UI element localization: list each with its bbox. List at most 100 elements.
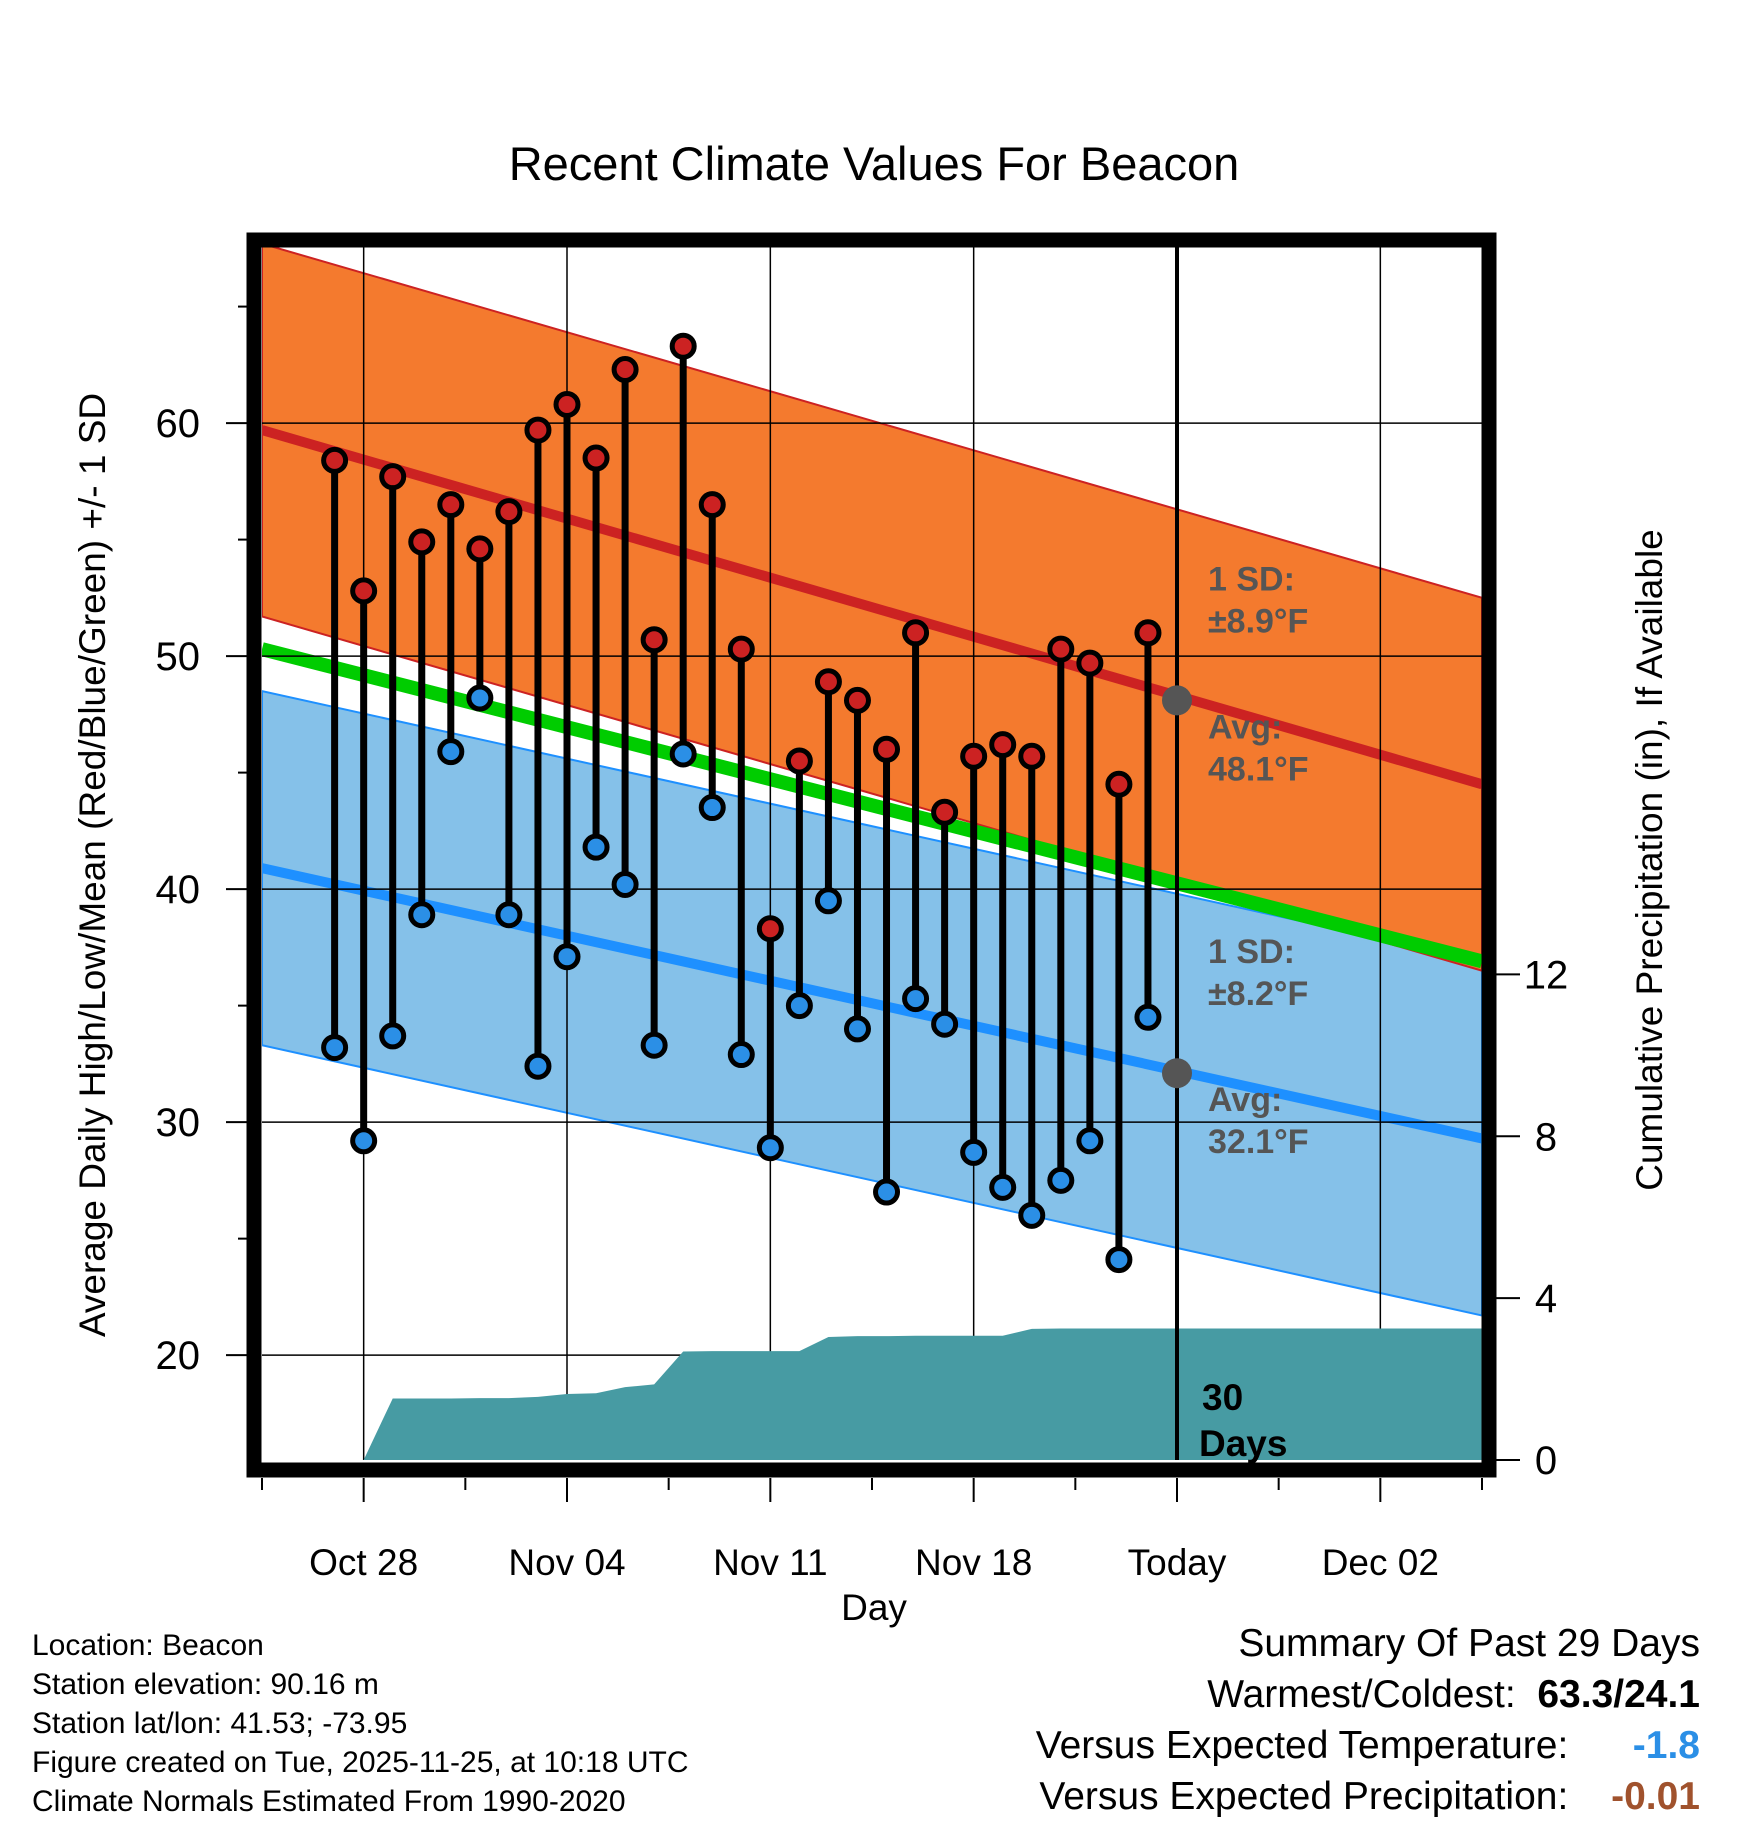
high-avg-marker xyxy=(1162,685,1192,716)
daily-low-point xyxy=(350,1127,378,1155)
daily-low-point xyxy=(814,887,842,915)
daily-low-point xyxy=(495,901,523,929)
daily-high-point xyxy=(960,742,988,770)
x-tick-label: Nov 11 xyxy=(713,1542,828,1583)
daily-high-point xyxy=(1134,619,1162,647)
warmest-value: 63.3/24.1 xyxy=(1537,1673,1700,1716)
daily-low-point xyxy=(611,870,639,898)
y-tick-label: 60 xyxy=(156,402,201,446)
daily-high-point xyxy=(379,463,407,491)
daily-high-point xyxy=(1105,770,1133,798)
daily-low-point xyxy=(843,1015,871,1043)
mean-line xyxy=(262,642,1482,969)
daily-high-point xyxy=(785,747,813,775)
daily-high-point xyxy=(989,731,1017,759)
high-normal-line xyxy=(262,425,1482,790)
daily-low-point xyxy=(321,1034,349,1062)
daily-low-point xyxy=(408,901,436,929)
daily-low-point xyxy=(466,684,494,712)
daily-low-point xyxy=(1018,1201,1046,1229)
summary-title: Summary Of Past 29 Days xyxy=(1238,1622,1700,1665)
daily-low-point xyxy=(1134,1003,1162,1031)
x-tick-label: Nov 18 xyxy=(915,1542,1032,1583)
y2-axis-label: Cumulative Precipitation (in), If Availa… xyxy=(1629,529,1670,1191)
daily-low-point xyxy=(640,1031,668,1059)
daily-high-point xyxy=(756,915,784,943)
daily-low-point xyxy=(582,833,610,861)
summary-warmest-row: Warmest/Coldest: 63.3/24.1 xyxy=(1036,1669,1700,1720)
temp-label: Versus Expected Temperature: xyxy=(1035,1724,1569,1767)
low-avg-marker xyxy=(1162,1058,1192,1089)
daily-high-point xyxy=(524,416,552,444)
daily-high-point xyxy=(495,498,523,526)
daily-high-point xyxy=(321,446,349,474)
x-axis-label: Day xyxy=(841,1587,907,1628)
daily-high-point xyxy=(1018,742,1046,770)
daily-low-point xyxy=(698,794,726,822)
daily-low-point xyxy=(931,1010,959,1038)
daily-low-point xyxy=(989,1173,1017,1201)
daily-high-point xyxy=(727,635,755,663)
y-tick-label: 20 xyxy=(156,1334,201,1378)
precip-area xyxy=(276,1328,1482,1460)
summary-precip-row: Versus Expected Precipitation: -0.01 xyxy=(1036,1771,1700,1822)
normals-text: Climate Normals Estimated From 1990-2020 xyxy=(32,1785,626,1818)
x-tick-label: Oct 28 xyxy=(309,1542,418,1583)
daily-low-point xyxy=(1047,1166,1075,1194)
low-normal-line xyxy=(262,863,1482,1144)
precip-label: Versus Expected Precipitation: xyxy=(1039,1775,1569,1818)
chart-title: Recent Climate Values For Beacon xyxy=(509,137,1240,190)
high-avg-label: Avg: 48.1°F xyxy=(1208,708,1309,788)
daily-high-point xyxy=(582,444,610,472)
daily-low-point xyxy=(553,943,581,971)
precip-value: -0.01 xyxy=(1611,1775,1700,1818)
y2-tick-label: 0 xyxy=(1535,1439,1557,1483)
daily-high-point xyxy=(408,528,436,556)
low-sd-label: 1 SD: ±8.2°F xyxy=(1208,933,1308,1013)
daily-high-point xyxy=(1047,635,1075,663)
daily-high-point xyxy=(698,491,726,519)
daily-high-point xyxy=(1076,649,1104,677)
daily-high-point xyxy=(669,332,697,360)
daily-high-point xyxy=(466,535,494,563)
summary-temp-row: Versus Expected Temperature: -1.8 xyxy=(1036,1720,1700,1771)
warmest-label: Warmest/Coldest: xyxy=(1207,1673,1516,1716)
daily-low-point xyxy=(524,1052,552,1080)
daily-high-point xyxy=(873,735,901,763)
daily-high-point xyxy=(814,668,842,696)
daily-low-point xyxy=(1076,1127,1104,1155)
daily-low-point xyxy=(437,738,465,766)
daily-low-point xyxy=(1105,1246,1133,1274)
days-label: 30 Days xyxy=(1199,1377,1287,1464)
y2-tick-label: 8 xyxy=(1535,1115,1557,1159)
daily-low-point xyxy=(960,1138,988,1166)
daily-low-point xyxy=(379,1022,407,1050)
daily-high-point xyxy=(640,626,668,654)
daily-high-point xyxy=(350,577,378,605)
daily-high-point xyxy=(553,390,581,418)
station-info: Location: Beacon Station elevation: 90.1… xyxy=(32,1626,689,1821)
daily-high-point xyxy=(931,798,959,826)
y2-tick-label: 12 xyxy=(1524,953,1569,997)
y-tick-label: 40 xyxy=(156,868,201,912)
created-text: Figure created on Tue, 2025-11-25, at 10… xyxy=(32,1746,689,1779)
plot-frame xyxy=(246,232,1497,1478)
y-tick-label: 30 xyxy=(156,1101,201,1145)
daily-high-point xyxy=(611,355,639,383)
temp-value: -1.8 xyxy=(1632,1724,1700,1767)
daily-low-point xyxy=(727,1041,755,1069)
y2-tick-label: 4 xyxy=(1535,1277,1557,1321)
daily-high-point xyxy=(843,686,871,714)
daily-high-point xyxy=(902,619,930,647)
y-tick-label: 50 xyxy=(156,635,201,679)
location-text: Location: Beacon xyxy=(32,1629,264,1662)
x-tick-label: Today xyxy=(1128,1542,1227,1583)
summary-panel: Summary Of Past 29 Days Warmest/Coldest:… xyxy=(1036,1618,1700,1822)
low-avg-label: Avg: 32.1°F xyxy=(1208,1081,1309,1161)
elevation-text: Station elevation: 90.16 m xyxy=(32,1668,379,1701)
daily-low-point xyxy=(873,1178,901,1206)
y-axis-label: Average Daily High/Low/Mean (Red/Blue/Gr… xyxy=(72,393,113,1337)
latlon-text: Station lat/lon: 41.53; -73.95 xyxy=(32,1707,408,1740)
x-tick-label: Nov 04 xyxy=(508,1542,625,1583)
